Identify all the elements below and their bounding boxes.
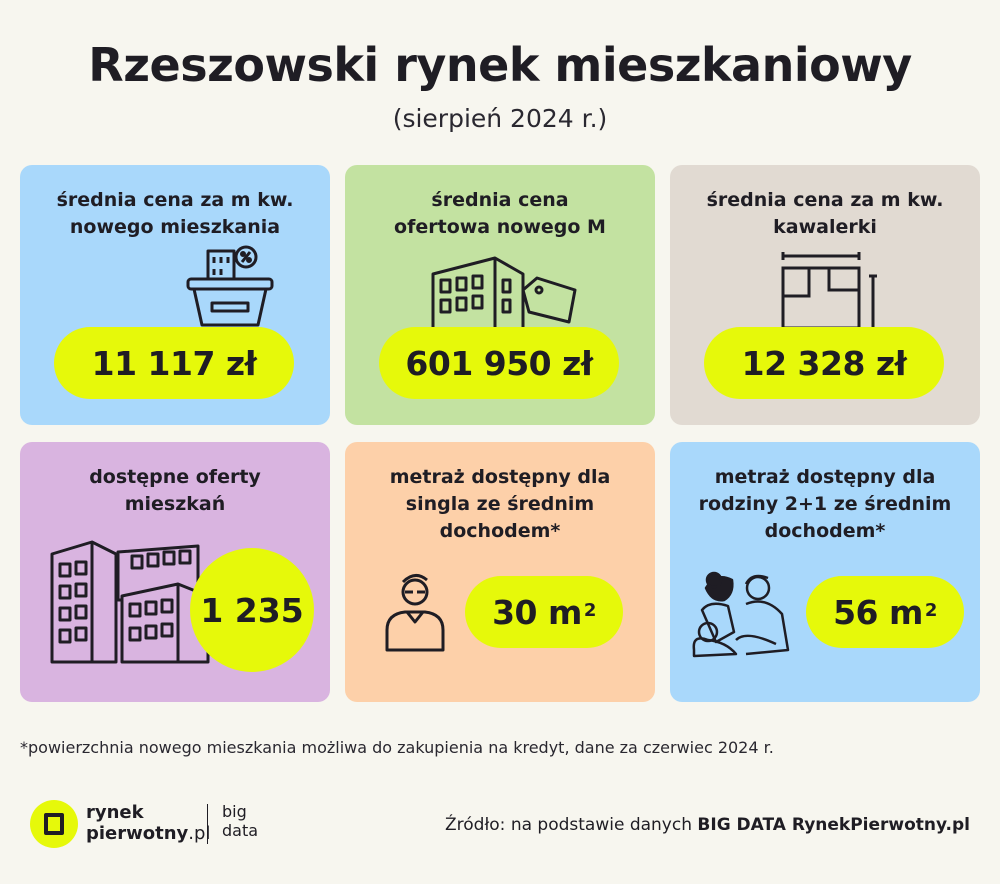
page-subtitle: (sierpień 2024 r.): [392, 104, 608, 133]
buildings-icon: [50, 540, 210, 664]
building-price-tag-icon: [431, 256, 577, 334]
value-circle: 1 235: [190, 548, 314, 672]
family-icon: [692, 571, 790, 658]
person-icon: [385, 574, 445, 652]
card-label: metraż dostępny dla rodziny 2+1 ze średn…: [680, 464, 970, 545]
card-label: średnia cena ofertowa nowego M: [355, 187, 645, 241]
label-line: kawalerki: [773, 216, 877, 238]
label-line: metraż dostępny dla: [389, 466, 611, 488]
card-label: średnia cena za m kw. kawalerki: [680, 187, 970, 241]
card-family-area: metraż dostępny dla rodziny 2+1 ze średn…: [670, 442, 980, 702]
rynekpierwotny-logo-text: rynek pierwotny.pl: [86, 802, 210, 844]
label-line: dochodem*: [764, 520, 886, 542]
source-note: Źródło: na podstawie danych BIG DATA Ryn…: [445, 815, 970, 835]
logo-suffix: .pl: [188, 823, 211, 844]
card-average-price: średnia cena ofertowa nowego M 601 950 z…: [345, 165, 655, 425]
footnote: *powierzchnia nowego mieszkania możliwa …: [20, 738, 774, 757]
label-line: rodziny 2+1 ze średnim: [698, 493, 952, 515]
logo-line: rynek: [86, 802, 144, 823]
logo-line: pierwotny: [86, 823, 189, 844]
floor-plan-icon: [781, 252, 877, 334]
label-line: średnia cena za m kw.: [56, 189, 294, 211]
label-line: dochodem*: [439, 520, 561, 542]
label-line: średnia cena za m kw.: [706, 189, 944, 211]
card-price-per-sqm: średnia cena za m kw. nowego mieszkania …: [20, 165, 330, 425]
card-label: metraż dostępny dla singla ze średnim do…: [355, 464, 645, 545]
rynekpierwotny-logo-icon: [30, 800, 78, 848]
card-label: średnia cena za m kw. nowego mieszkania: [30, 187, 320, 241]
basket-building-icon: [186, 245, 274, 327]
unit-superscript: 2: [583, 599, 597, 621]
source-prefix: Źródło: na podstawie danych: [445, 815, 692, 835]
value-pill: 601 950 zł: [379, 327, 619, 399]
card-single-area: metraż dostępny dla singla ze średnim do…: [345, 442, 655, 702]
partner-line: big: [222, 802, 247, 821]
label-line: nowego mieszkania: [69, 216, 281, 238]
card-studio-price: średnia cena za m kw. kawalerki 12 328 z…: [670, 165, 980, 425]
unit-superscript: 2: [924, 599, 938, 621]
page-title: Rzeszowski rynek mieszkaniowy: [88, 38, 912, 92]
partner-line: data: [222, 821, 259, 840]
label-line: średnia cena: [431, 189, 569, 211]
source-bold: BIG DATA RynekPierwotny.pl: [697, 815, 970, 835]
value-pill: 11 117 zł: [54, 327, 294, 399]
label-line: ofertowa nowego M: [394, 216, 606, 238]
label-line: singla ze średnim: [405, 493, 595, 515]
card-label: dostępne oferty mieszkań: [30, 464, 320, 518]
card-available-offers: dostępne oferty mieszkań 1 235: [20, 442, 330, 702]
label-line: metraż dostępny dla: [714, 466, 936, 488]
value-pill: 12 328 zł: [704, 327, 944, 399]
label-line: mieszkań: [124, 493, 226, 515]
bigdata-logo: big data: [222, 802, 258, 840]
value-text: 30 m: [492, 592, 582, 632]
label-line: dostępne oferty: [89, 466, 261, 488]
value-text: 56 m: [833, 592, 923, 632]
logo-divider: [207, 804, 208, 844]
